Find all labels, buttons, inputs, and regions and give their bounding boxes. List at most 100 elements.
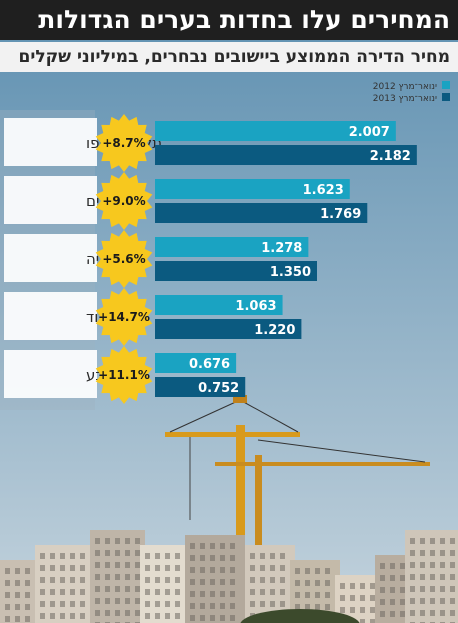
window bbox=[430, 610, 435, 616]
window bbox=[125, 562, 130, 568]
window bbox=[270, 601, 275, 607]
window bbox=[325, 568, 330, 574]
window bbox=[360, 583, 365, 589]
bar bbox=[155, 237, 309, 257]
window bbox=[270, 577, 275, 583]
bar bbox=[155, 295, 283, 315]
window bbox=[80, 553, 85, 559]
window bbox=[105, 562, 110, 568]
bar bbox=[155, 121, 396, 141]
window bbox=[135, 550, 140, 556]
window bbox=[80, 589, 85, 595]
window bbox=[440, 574, 445, 580]
window bbox=[410, 550, 415, 556]
category-box bbox=[4, 350, 97, 398]
window bbox=[450, 574, 455, 580]
window bbox=[410, 586, 415, 592]
window bbox=[70, 589, 75, 595]
window bbox=[145, 577, 150, 583]
window bbox=[230, 603, 235, 609]
window bbox=[440, 550, 445, 556]
window bbox=[250, 577, 255, 583]
window bbox=[15, 616, 20, 622]
window bbox=[340, 595, 345, 601]
window bbox=[340, 583, 345, 589]
crane-jib bbox=[165, 432, 300, 437]
window bbox=[155, 553, 160, 559]
category-box bbox=[4, 176, 97, 224]
bar bbox=[155, 353, 237, 373]
window bbox=[15, 604, 20, 610]
window bbox=[250, 589, 255, 595]
window bbox=[40, 577, 45, 583]
window bbox=[305, 592, 310, 598]
window bbox=[325, 592, 330, 598]
window bbox=[410, 562, 415, 568]
window bbox=[95, 598, 100, 604]
window bbox=[350, 583, 355, 589]
window bbox=[70, 553, 75, 559]
value-label: 0.676 bbox=[189, 357, 230, 372]
window bbox=[80, 577, 85, 583]
crane-cable bbox=[239, 399, 299, 433]
window bbox=[230, 567, 235, 573]
window bbox=[440, 586, 445, 592]
window bbox=[305, 568, 310, 574]
window bbox=[50, 553, 55, 559]
crane-cable bbox=[169, 399, 241, 433]
window bbox=[95, 586, 100, 592]
bar bbox=[155, 203, 368, 223]
window bbox=[25, 616, 30, 622]
window bbox=[210, 615, 215, 621]
window bbox=[220, 567, 225, 573]
window bbox=[115, 550, 120, 556]
window bbox=[380, 599, 385, 605]
window bbox=[260, 565, 265, 571]
window bbox=[135, 598, 140, 604]
value-label: 0.752 bbox=[198, 381, 239, 396]
window bbox=[115, 574, 120, 580]
window bbox=[380, 575, 385, 581]
change-badge bbox=[95, 230, 153, 288]
window bbox=[200, 555, 205, 561]
crane-jib bbox=[215, 462, 430, 466]
window bbox=[420, 538, 425, 544]
window bbox=[420, 562, 425, 568]
window bbox=[175, 565, 180, 571]
window bbox=[175, 601, 180, 607]
legend: ינואר־מרץ 2012 ינואר־מרץ 2013 bbox=[373, 81, 450, 104]
window bbox=[70, 565, 75, 571]
window bbox=[50, 577, 55, 583]
window bbox=[400, 575, 405, 581]
value-label: 1.220 bbox=[254, 323, 295, 338]
window bbox=[40, 553, 45, 559]
window bbox=[200, 603, 205, 609]
window bbox=[390, 599, 395, 605]
window bbox=[80, 613, 85, 619]
window bbox=[430, 562, 435, 568]
window bbox=[360, 607, 365, 613]
window bbox=[155, 589, 160, 595]
window bbox=[210, 591, 215, 597]
window bbox=[400, 563, 405, 569]
window bbox=[50, 565, 55, 571]
window bbox=[450, 562, 455, 568]
window bbox=[145, 565, 150, 571]
window bbox=[15, 592, 20, 598]
window bbox=[270, 589, 275, 595]
window bbox=[135, 562, 140, 568]
window bbox=[260, 601, 265, 607]
window bbox=[60, 613, 65, 619]
window bbox=[115, 586, 120, 592]
window bbox=[280, 577, 285, 583]
window bbox=[95, 550, 100, 556]
category-box bbox=[4, 234, 97, 282]
window bbox=[70, 601, 75, 607]
window bbox=[400, 611, 405, 617]
window bbox=[60, 577, 65, 583]
window bbox=[315, 580, 320, 586]
window bbox=[175, 589, 180, 595]
bar bbox=[155, 377, 246, 397]
